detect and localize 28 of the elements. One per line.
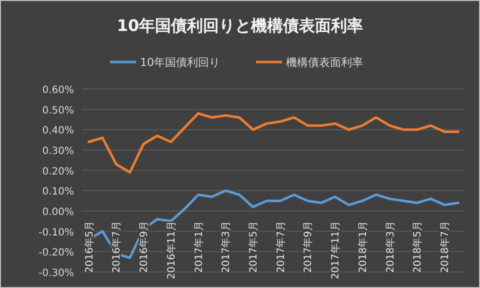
y-tick-label: 0.30% [42,146,74,157]
x-tick-label: 2017年3月 [220,221,232,273]
legend-label: 機構債表面利率 [286,56,363,69]
x-tick-label: 2018年5月 [412,221,424,273]
y-tick-label: 0.50% [42,105,74,116]
y-tick-label: -0.10% [38,227,74,238]
y-tick-label: 0.00% [42,207,74,218]
x-tick-label: 2018年1月 [356,221,369,273]
x-tick-label: 2018年7月 [438,221,451,273]
y-tick-label: 0.10% [42,186,74,198]
y-tick-label: -0.30% [38,268,74,279]
x-tick-label: 2016年5月 [83,221,96,273]
y-tick-label: 0.60% [42,85,74,96]
x-tick-label: 2016年11月 [165,221,178,280]
y-tick-label: -0.20% [38,248,74,259]
x-tick-label: 2018年3月 [384,221,396,273]
y-tick-label: 0.20% [42,166,74,178]
x-tick-label: 2016年7月 [110,221,123,273]
x-tick-label: 2017年9月 [302,221,314,273]
x-tick-label: 2017年7月 [274,221,287,273]
chart-title: 10年国債利回りと機構債表面利率 [116,16,364,35]
x-tick-label: 2017年5月 [247,221,260,273]
line-series [88,112,460,174]
x-tick-label: 2017年11月 [330,221,342,280]
x-tick-label: 2017年1月 [192,221,205,273]
y-tick-label: 0.40% [42,126,74,137]
x-tick-label: 2016年9月 [138,221,150,273]
legend-label: 10年国債利回り [140,56,220,69]
